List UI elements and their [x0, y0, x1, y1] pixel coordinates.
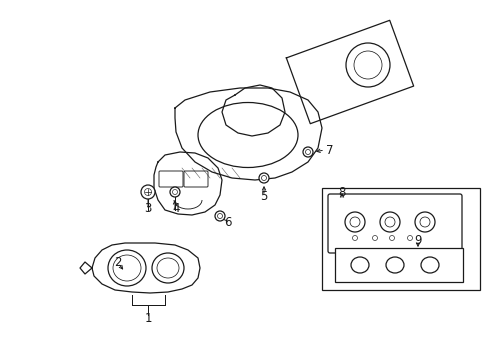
Bar: [321, 188, 479, 290]
Text: 1: 1: [144, 311, 151, 324]
Text: 8: 8: [338, 185, 345, 198]
Circle shape: [259, 173, 268, 183]
Bar: [334, 248, 462, 282]
Circle shape: [215, 211, 224, 221]
Circle shape: [141, 185, 155, 199]
Circle shape: [170, 187, 180, 197]
Circle shape: [303, 147, 312, 157]
Text: 4: 4: [172, 202, 180, 215]
Text: 2: 2: [114, 256, 122, 270]
Text: 9: 9: [413, 234, 421, 247]
Text: 5: 5: [260, 189, 267, 202]
Text: 6: 6: [224, 216, 231, 229]
Ellipse shape: [152, 253, 183, 283]
Ellipse shape: [108, 250, 146, 286]
Text: 3: 3: [144, 202, 151, 215]
Text: 7: 7: [325, 144, 333, 157]
